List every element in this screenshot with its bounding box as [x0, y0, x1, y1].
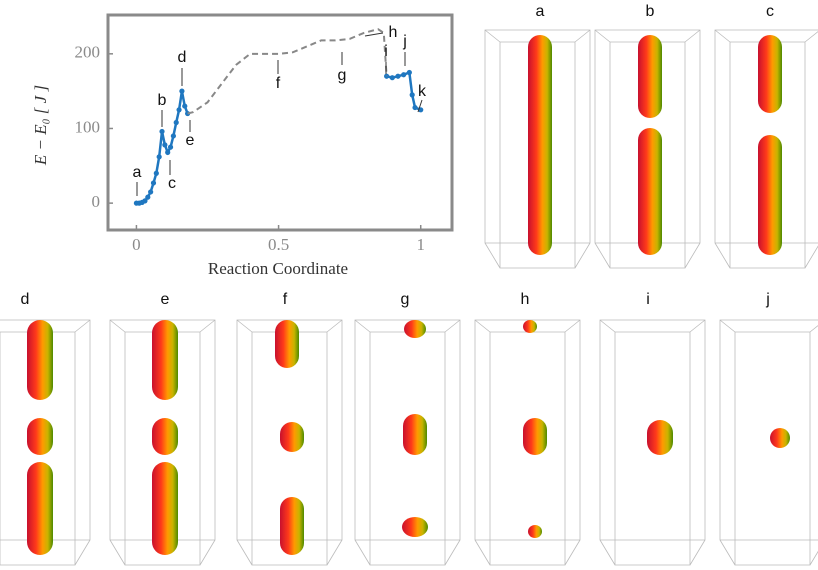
data-point: [389, 75, 395, 81]
droplet: [27, 418, 53, 455]
y-tick-label: 0: [92, 192, 101, 211]
annotation: j: [402, 33, 407, 50]
droplet: [152, 320, 178, 400]
droplet: [528, 35, 552, 255]
data-point: [182, 103, 188, 109]
droplet: [638, 35, 662, 118]
droplet: [152, 462, 178, 555]
annotation: f: [276, 75, 281, 92]
panel-box: [484, 29, 591, 269]
panel-label: h: [521, 291, 530, 308]
data-point: [150, 180, 157, 186]
panel-label: d: [21, 291, 30, 308]
data-point: [167, 144, 174, 150]
x-tick-label: 1: [416, 235, 425, 254]
data-point: [176, 107, 182, 113]
droplet: [638, 128, 662, 255]
data-point: [156, 154, 162, 160]
droplet: [528, 525, 542, 538]
droplet: [647, 420, 673, 455]
panel-box: [354, 319, 461, 566]
annotation-leader: [417, 99, 423, 113]
panel-box: [594, 29, 701, 269]
panel-box: [474, 319, 581, 566]
panel-label: a: [536, 3, 545, 20]
droplet: [404, 320, 426, 338]
panel-label: f: [283, 291, 288, 308]
y-tick-label: 100: [75, 117, 101, 136]
data-point: [170, 133, 176, 139]
data-point: [142, 198, 148, 204]
droplet: [403, 414, 427, 455]
annotation: b: [158, 92, 167, 109]
droplet: [402, 517, 428, 537]
panel-box: [236, 319, 343, 566]
data-point: [179, 88, 185, 94]
droplet: [280, 422, 304, 452]
droplet: [280, 497, 304, 555]
x-axis-label: Reaction Coordinate: [208, 259, 348, 278]
droplet: [275, 320, 299, 368]
data-point: [165, 149, 171, 155]
droplet: [758, 35, 782, 113]
panel-box: [109, 319, 216, 566]
y-tick-label: 200: [75, 43, 101, 62]
data-point: [401, 72, 407, 78]
droplet: [523, 320, 537, 333]
droplet: [152, 418, 178, 455]
data-point: [406, 69, 412, 76]
data-point: [409, 92, 415, 98]
droplet: [758, 135, 782, 255]
annotation: e: [186, 132, 195, 149]
plot-frame: [106, 13, 454, 232]
data-point: [145, 194, 151, 200]
panel-box: [714, 29, 818, 269]
data-point: [148, 189, 154, 195]
panel-box: [0, 319, 91, 566]
panel-label: i: [646, 291, 650, 308]
panel-label: e: [161, 291, 170, 308]
panel-label: g: [401, 291, 410, 308]
annotation-leader: [364, 32, 384, 37]
annotation: a: [133, 164, 142, 181]
droplet: [770, 428, 790, 448]
series-line: [187, 28, 388, 115]
x-tick-label: 0: [132, 235, 141, 254]
y-axis-label: E − E₀ [ J ]: [31, 85, 50, 166]
x-tick-label: 0.5: [268, 235, 289, 254]
data-point: [412, 104, 418, 111]
panel-label: b: [646, 3, 655, 20]
panel-label: c: [766, 3, 774, 20]
annotation: c: [168, 175, 176, 192]
droplet: [27, 320, 53, 400]
annotation: h: [389, 24, 398, 41]
droplet: [523, 418, 547, 455]
annotation: k: [418, 83, 427, 100]
data-point: [159, 128, 165, 135]
annotation: i: [384, 43, 388, 60]
data-point: [162, 142, 168, 148]
panel-box: [599, 319, 706, 566]
annotation: d: [178, 49, 187, 66]
panel-label: j: [765, 291, 770, 308]
data-point: [173, 119, 179, 126]
data-point: [153, 170, 159, 176]
annotation: g: [338, 67, 347, 84]
panel-box: [719, 319, 818, 566]
droplet: [27, 462, 53, 555]
data-point: [395, 73, 401, 79]
